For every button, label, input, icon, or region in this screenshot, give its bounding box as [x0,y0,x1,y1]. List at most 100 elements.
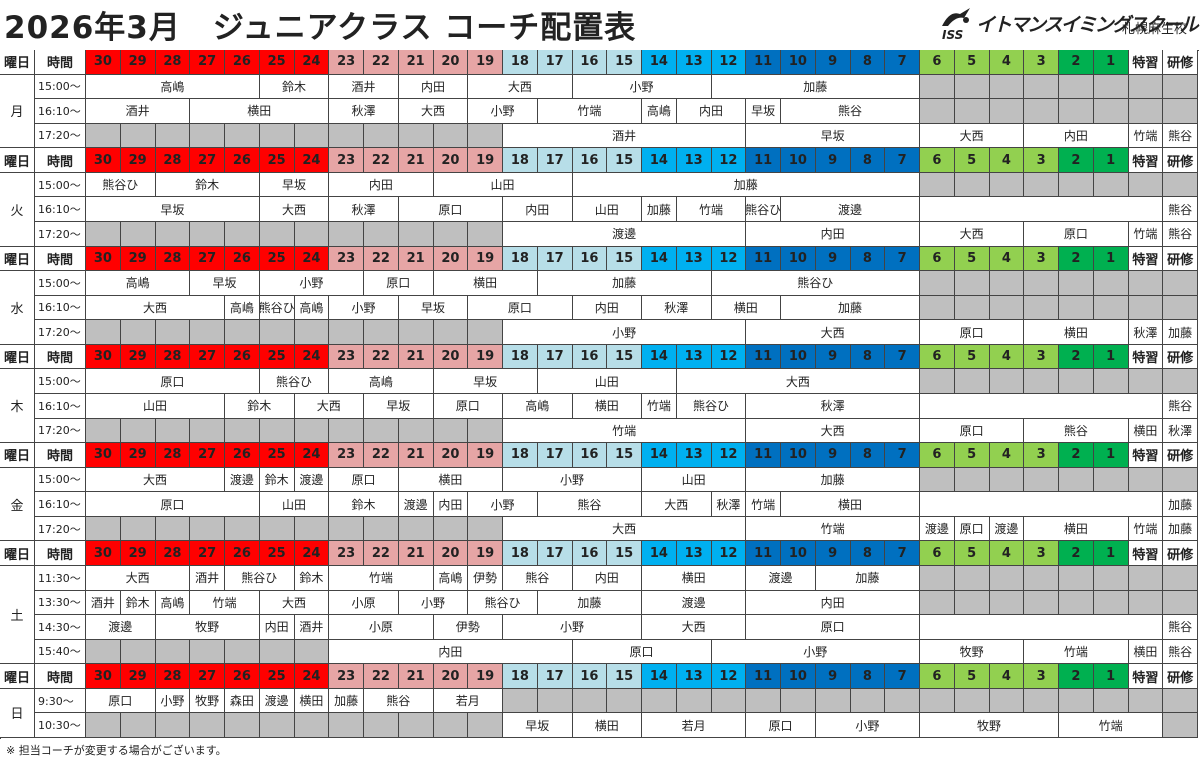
level-header: 4 [989,443,1025,468]
coach-cell: 高嶋 [433,565,469,591]
day-header: 曜日 [0,664,35,689]
level-header: 23 [329,344,364,370]
coach-cell: 横田 [1024,320,1129,345]
coach-cell: 鈴木 [294,565,330,591]
level-header: 12 [711,344,747,370]
level-header: 11 [746,344,781,370]
unavailable-cell [155,516,191,542]
logo-branch: 札幌麻生校 [1122,22,1188,37]
coach-cell: 横田 [572,393,642,419]
level-header: 6 [920,664,955,689]
unavailable-cell [954,369,990,394]
unavailable-cell [1128,565,1164,591]
coach-cell: 山田 [259,492,330,517]
coach-cell: 小野 [572,74,712,100]
level-header: 8 [850,344,886,370]
level-header: 5 [954,246,990,272]
coach-cell: 秋澤 [329,197,399,222]
unavailable-cell [1128,467,1164,493]
level-header: 14 [642,344,677,370]
coach-cell: 熊谷 [364,688,434,714]
unavailable-cell [1024,271,1059,296]
coach-cell: 大西 [86,467,225,493]
unavailable-cell [398,418,434,444]
unavailable-cell [120,639,156,665]
unavailable-cell [155,320,191,345]
day-label: 火 [0,172,35,247]
level-header: 8 [850,664,886,689]
level-header: 14 [642,443,677,468]
level-header: 30 [86,541,121,566]
unavailable-cell [1093,271,1129,296]
unavailable-cell [503,688,538,714]
level-header: 4 [989,246,1025,272]
unavailable-cell [364,516,399,542]
level-header: 2 [1059,664,1094,689]
coach-cell: 大西 [259,197,330,222]
unavailable-cell [1163,271,1198,296]
level-header: 29 [120,344,156,370]
unavailable-cell [1093,467,1129,493]
level-header: 28 [155,344,191,370]
unavailable-cell [1059,74,1094,100]
level-header: 16 [572,246,608,272]
time-label: 17:20～ [35,221,86,247]
level-header: 25 [259,664,295,689]
coach-cell: 熊谷 [1163,197,1198,222]
coach-cell: 横田 [642,565,747,591]
unavailable-cell [746,688,781,714]
coach-cell: 横田 [294,688,330,714]
coach-cell: 若月 [433,688,503,714]
unavailable-cell [433,418,469,444]
coach-cell: 森田 [225,688,260,714]
level-header: 7 [885,541,920,566]
coach-cell: 熊谷ひ [676,393,747,419]
unavailable-cell [954,590,990,616]
coach-cell: 熊谷 [1163,639,1198,665]
unavailable-cell [920,271,955,296]
unavailable-cell [1093,369,1129,394]
time-label: 13:30～ [35,590,86,616]
coach-cell: 内田 [433,492,469,517]
coach-cell: 内田 [329,639,573,665]
coach-cell: 加藤 [537,271,712,296]
unavailable-cell [1059,172,1094,198]
level-header: 13 [676,664,712,689]
level-header: 24 [294,50,330,75]
coach-cell: 原口 [86,369,260,394]
coach-cell: 加藤 [329,688,364,714]
level-header: 1 [1093,50,1129,75]
unavailable-cell [259,639,295,665]
level-header: 23 [329,246,364,272]
coach-cell: 熊谷ひ [711,271,920,296]
level-header: 25 [259,443,295,468]
unavailable-cell [329,516,364,542]
level-header: 1 [1093,246,1129,272]
unavailable-cell [86,713,121,738]
level-header: 3 [1024,50,1059,75]
level-header: 12 [711,541,747,566]
unavailable-cell [155,418,191,444]
coach-cell: 熊谷 [781,99,920,124]
level-header: 22 [364,664,399,689]
level-header: 19 [468,50,503,75]
level-header: 20 [433,246,469,272]
level-header: 22 [364,50,399,75]
unavailable-cell [989,565,1025,591]
coach-cell: 山田 [537,369,677,394]
coach-cell: 渡邊 [294,467,330,493]
coach-cell: 横田 [572,713,642,738]
coach-cell: 原口 [329,467,399,493]
unavailable-cell [225,516,260,542]
coach-cell: 早坂 [398,295,469,321]
level-header: 10 [781,50,816,75]
coach-cell: 大西 [503,516,747,542]
level-header: 17 [537,541,573,566]
special-header: 研修 [1163,50,1198,75]
level-header: 29 [120,664,156,689]
coach-cell: 横田 [781,492,920,517]
coach-cell: 竹端 [1059,713,1164,738]
level-header: 3 [1024,541,1059,566]
level-header: 15 [607,541,642,566]
unavailable-cell [225,221,260,247]
